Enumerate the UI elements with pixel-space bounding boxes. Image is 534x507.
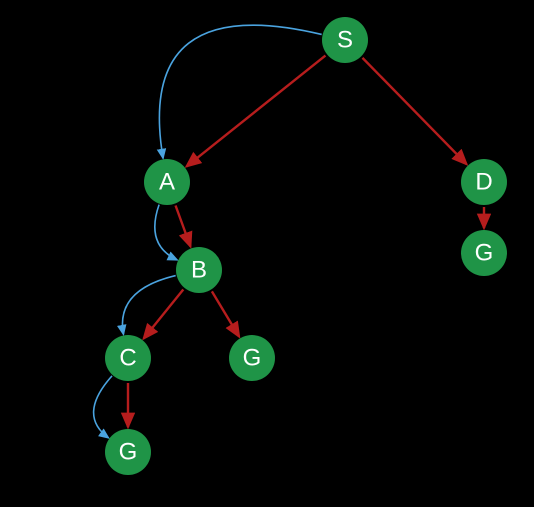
red-edge-B-G1 [212,291,239,336]
red-edges-group [128,56,484,427]
blue-edge-S-A [159,25,321,158]
red-edge-A-B [176,205,191,246]
node-C: C [105,335,151,381]
blue-edge-A-B [155,205,177,260]
nodes-group: S A D B G C G G [105,17,507,475]
red-edge-S-A [187,56,326,167]
node-G2: G [461,230,507,276]
node-S: S [322,17,368,63]
node-label-G2: G [475,240,494,267]
node-label-C: C [119,345,136,372]
node-label-G0: G [119,439,138,466]
node-label-S: S [337,27,353,54]
red-edge-B-C [144,289,184,338]
node-B: B [176,247,222,293]
node-label-G1: G [243,345,262,372]
tree-diagram: S A D B G C G G [0,0,534,507]
node-D: D [461,159,507,205]
node-G0: G [105,429,151,475]
node-label-D: D [475,169,492,196]
blue-edge-B-C [122,276,175,335]
blue-edge-C-G0 [94,376,112,438]
node-label-B: B [191,257,207,284]
node-A: A [144,159,190,205]
node-G1: G [229,335,275,381]
red-edge-S-D [362,58,466,164]
node-label-A: A [159,169,175,196]
